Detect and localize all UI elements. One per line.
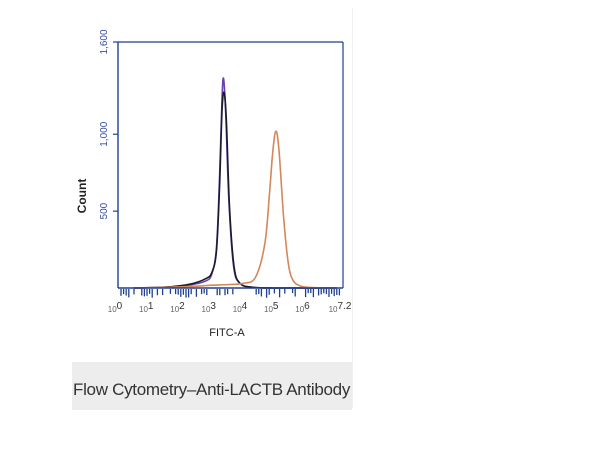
y-axis-label: Count: [75, 179, 89, 214]
figure-caption: Flow Cytometry–Anti-LACTB Antibody: [73, 380, 351, 399]
series-line-3: [133, 130, 337, 289]
series-line-2: [133, 91, 337, 289]
x-tick-label: 101: [139, 301, 154, 314]
x-tick-label: 106: [295, 301, 310, 314]
x-tick-label: 104: [233, 301, 248, 314]
y-tick-label: 1,000: [99, 121, 110, 146]
x-tick-label: 100: [108, 301, 123, 314]
x-tick-label: 107.2: [329, 301, 352, 314]
x-tick-label: 103: [202, 301, 217, 314]
x-tick-label: 105: [264, 301, 279, 314]
x-tick-label: 102: [170, 301, 185, 314]
figure-card: [72, 8, 353, 408]
y-tick-label: 500: [99, 202, 110, 219]
series-line-1: [133, 77, 337, 289]
caption-band: [72, 362, 352, 410]
y-tick-label: 1,600: [99, 29, 110, 54]
x-axis-label: FITC-A: [209, 327, 245, 339]
